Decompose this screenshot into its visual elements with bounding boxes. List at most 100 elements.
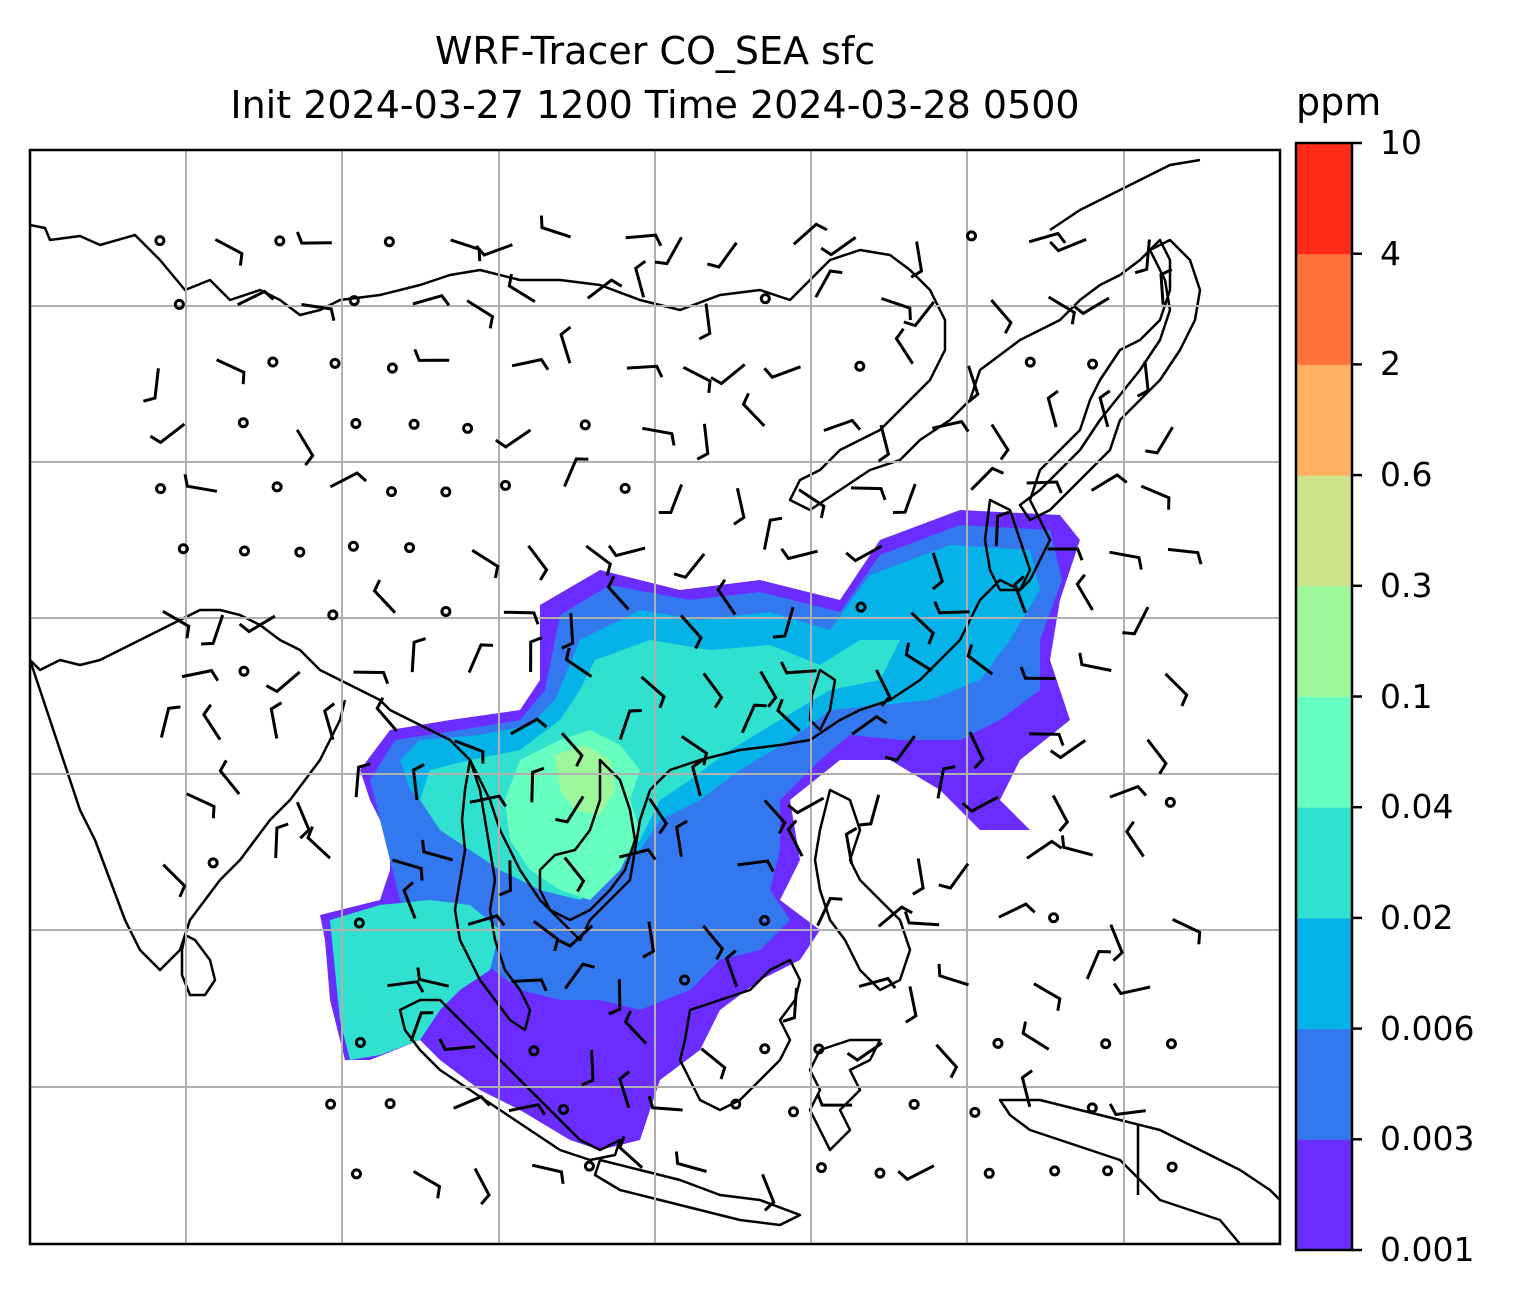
wind-barb (682, 365, 712, 394)
coastline-java (593, 1158, 802, 1227)
calm-wind-circle (353, 917, 365, 929)
wind-barb (530, 766, 545, 803)
calm-wind-circle (992, 1037, 1004, 1049)
coastline-korea (983, 498, 1032, 592)
wind-barb (968, 731, 985, 770)
wind-barb (966, 644, 994, 676)
wind-barb (181, 668, 220, 682)
wind-barb (555, 795, 585, 824)
calm-wind-circle (759, 293, 771, 305)
colorbar-band (1296, 253, 1352, 365)
wind-barb (149, 422, 186, 445)
calm-wind-circle (173, 298, 185, 310)
wind-barb (673, 552, 706, 580)
wind-barb (454, 739, 485, 764)
wind-barb (159, 705, 181, 738)
calm-wind-circle (759, 1043, 771, 1055)
wind-barb (626, 364, 664, 378)
wind-barb (675, 819, 688, 858)
wind-barb (776, 698, 801, 733)
colorbar-tick-label: 0.003 (1380, 1119, 1475, 1159)
calm-wind-circle (350, 418, 362, 430)
wind-barb (586, 278, 623, 300)
wind-barb (1021, 1021, 1050, 1051)
calm-wind-circle (350, 1168, 362, 1180)
coastline-mainland (30, 223, 1172, 942)
wind-barb (564, 647, 593, 678)
wind-barb (503, 610, 540, 625)
map-subtitle: Init 2024-03-27 1200 Time 2024-03-28 050… (230, 83, 1080, 127)
wind-barb (421, 839, 454, 862)
wind-barb (1033, 982, 1062, 1011)
calm-wind-circle (1164, 796, 1176, 808)
wind-barb (931, 419, 970, 433)
wind-barb (564, 962, 595, 990)
wind-barb (845, 544, 883, 563)
wind-barb (1109, 784, 1148, 799)
wind-barb (897, 1164, 935, 1182)
wind-barb (1013, 575, 1027, 614)
wind-barb (706, 241, 738, 269)
wind-barb (301, 303, 336, 322)
wind-barb (724, 949, 739, 988)
colorbar-band (1296, 585, 1352, 697)
coastline-borneo (678, 958, 802, 1112)
calm-wind-circle (1166, 1161, 1178, 1173)
calm-wind-circle (583, 1160, 595, 1172)
wind-barb (786, 819, 804, 857)
calm-wind-circle (854, 360, 866, 372)
wind-barb (716, 578, 737, 616)
wind-barb (162, 863, 187, 898)
wind-barb (1140, 484, 1171, 510)
wind-barb (772, 606, 795, 639)
wind-barb (1047, 295, 1076, 325)
wind-barb (295, 429, 315, 467)
colorbar-unit-label: ppm (1296, 80, 1382, 124)
calm-wind-circle (1048, 912, 1060, 924)
wind-barb (1051, 794, 1070, 833)
wind-barb (844, 826, 858, 865)
wind-barb (1019, 666, 1056, 680)
colorbar-tick-label: 10 (1380, 123, 1422, 162)
wind-barb (563, 457, 589, 488)
calm-wind-circle (1086, 1102, 1098, 1114)
wind-barb (531, 1163, 565, 1185)
wind-barb (961, 795, 999, 813)
calm-wind-circle (619, 482, 631, 494)
calm-wind-circle (383, 236, 395, 248)
calm-wind-circle (207, 857, 219, 869)
calm-wind-circle (385, 486, 397, 498)
colorbar-band (1296, 475, 1352, 587)
coastline-malay-peninsula (453, 758, 532, 1032)
wind-barb (162, 610, 191, 639)
wind-barb (510, 717, 548, 736)
wind-barb (561, 613, 575, 650)
calm-wind-circle (759, 914, 771, 926)
wind-barb (1078, 652, 1112, 672)
wind-barb (402, 881, 417, 919)
wind-barb (990, 423, 1010, 461)
calm-wind-circle (386, 362, 398, 374)
colorbar-band (1296, 917, 1352, 1030)
calm-wind-circle (267, 356, 279, 368)
wind-barb (880, 297, 912, 321)
wind-barb (894, 327, 914, 365)
wind-barb (1136, 360, 1150, 398)
wind-barb (539, 215, 572, 239)
wind-barb (214, 238, 244, 266)
wind-barb (1072, 296, 1110, 316)
wind-barb (1164, 672, 1189, 707)
calm-wind-circle (238, 545, 250, 557)
wind-barb (412, 293, 451, 307)
gridlines (30, 150, 1280, 1244)
wind-barb (1098, 389, 1111, 428)
wind-barb (763, 365, 802, 379)
wind-barb (823, 418, 862, 432)
coastline-sri-lanka (180, 933, 217, 997)
wind-barb (585, 544, 613, 577)
wind-barb (201, 703, 222, 741)
calm-wind-circle (294, 546, 306, 558)
calm-wind-circle (155, 483, 167, 495)
wind-barb (560, 732, 584, 767)
wind-barb (411, 763, 425, 801)
